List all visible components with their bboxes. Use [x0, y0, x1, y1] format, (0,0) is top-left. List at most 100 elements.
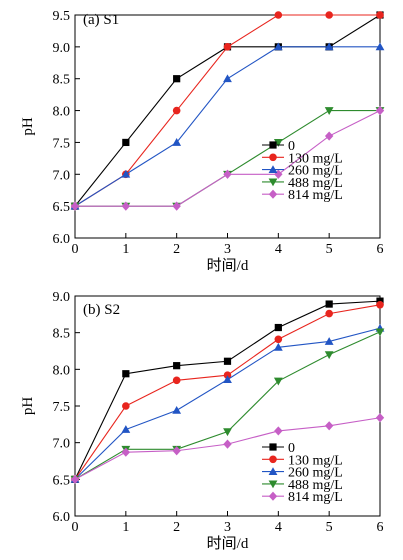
legend-marker [268, 491, 278, 501]
data-point [223, 439, 232, 449]
series-5 [70, 105, 385, 211]
x-axis-title: 时间/d [207, 535, 249, 552]
data-point [375, 328, 385, 337]
data-point [172, 201, 181, 211]
data-point [273, 342, 283, 351]
y-axis-title: pH [20, 117, 36, 136]
data-point [223, 375, 232, 383]
legend-marker [268, 480, 278, 489]
y-tick-label: 9.0 [53, 290, 71, 305]
x-tick-label: 4 [275, 520, 282, 535]
legend-label: 260 mg/L [288, 466, 343, 481]
legend-marker [268, 165, 278, 173]
data-point [376, 301, 384, 309]
data-point [172, 376, 181, 385]
data-point [273, 377, 283, 386]
y-tick-label: 9.5 [53, 9, 71, 24]
legend-marker [269, 141, 277, 149]
y-tick-label: 8.5 [53, 73, 71, 88]
x-tick-label: 5 [326, 242, 333, 257]
data-point [325, 11, 333, 19]
data-point [223, 169, 232, 179]
y-axis-title: pH [20, 397, 36, 416]
data-point [324, 42, 334, 51]
legend-label: 814 mg/L [288, 490, 343, 505]
data-point [223, 43, 232, 51]
x-axis-title: 时间/d [207, 257, 249, 274]
x-tick-label: 4 [275, 242, 282, 257]
y-tick-label: 8.0 [53, 105, 71, 120]
data-point [273, 42, 283, 51]
chart-panel-1: 0 1 2 3 4 5 6 6.0 6.5 7.0 7.5 8.0 8.5 9.0 9.5 时间/d pH (a)… [20, 9, 385, 274]
legend-marker [268, 467, 278, 475]
data-point [173, 75, 181, 83]
data-point [274, 335, 283, 344]
legend-label: 488 mg/L [288, 176, 343, 191]
data-point [324, 351, 334, 360]
data-point [324, 107, 334, 115]
x-tick-label: 2 [173, 520, 180, 535]
data-point [172, 446, 181, 456]
data-point [173, 362, 181, 370]
legend-marker [268, 189, 278, 199]
data-point [70, 474, 80, 484]
y-tick-label: 6.5 [53, 473, 71, 488]
data-point [376, 11, 384, 19]
y-tick-label: 6.0 [53, 232, 71, 247]
data-point [172, 106, 181, 115]
panel-title: (b) S2 [83, 302, 120, 318]
x-tick-label: 5 [326, 520, 333, 535]
x-tick-label: 6 [377, 520, 384, 535]
data-point [223, 428, 232, 437]
y-tick-label: 6.5 [53, 200, 71, 215]
data-point [121, 425, 131, 433]
legend-label: 130 mg/L [288, 151, 343, 166]
data-point [325, 300, 333, 308]
data-point [375, 413, 385, 423]
data-point [172, 406, 182, 414]
data-point [324, 421, 334, 431]
legend-marker [269, 455, 277, 464]
legend-label: 488 mg/L [288, 478, 343, 493]
data-point [274, 11, 283, 19]
chart-panel-2: 0 1 2 3 4 5 6 6.0 6.5 7.0 7.5 8.0 8.5 9.0 时间/d pH (b) S2… [20, 290, 385, 552]
y-tick-label: 8.5 [53, 327, 71, 342]
data-point [273, 139, 283, 147]
y-tick-label: 7.0 [53, 168, 71, 183]
series-5 [70, 413, 385, 484]
x-tick-label: 1 [122, 242, 129, 257]
data-point [122, 138, 130, 147]
data-point [121, 447, 131, 457]
data-point [122, 370, 130, 378]
y-tick-label: 9.0 [53, 41, 71, 56]
legend-label: 130 mg/L [288, 453, 343, 468]
y-tick-label: 7.0 [53, 437, 71, 452]
data-point [70, 201, 80, 211]
legend-label: 814 mg/L [288, 188, 343, 203]
x-tick-label: 3 [224, 242, 231, 257]
x-tick-label: 1 [122, 520, 129, 535]
panel-title: (a) S1 [83, 12, 119, 28]
legend-marker [268, 178, 278, 187]
data-point [121, 201, 131, 211]
x-tick-label: 0 [72, 520, 79, 535]
legend-label: 0 [288, 441, 295, 456]
data-point [324, 337, 334, 345]
legend-label: 260 mg/L [288, 164, 343, 179]
data-point [274, 426, 283, 436]
data-point [172, 138, 182, 146]
legend-marker [269, 443, 277, 451]
y-tick-label: 6.0 [53, 510, 71, 525]
y-tick-label: 8.0 [53, 363, 71, 378]
x-tick-label: 2 [173, 242, 180, 257]
data-point [223, 74, 232, 83]
data-point [375, 42, 385, 51]
data-point [325, 309, 333, 318]
legend-label: 0 [288, 139, 295, 154]
data-point [324, 131, 334, 141]
x-tick-label: 0 [72, 242, 79, 257]
x-tick-label: 6 [377, 242, 384, 257]
